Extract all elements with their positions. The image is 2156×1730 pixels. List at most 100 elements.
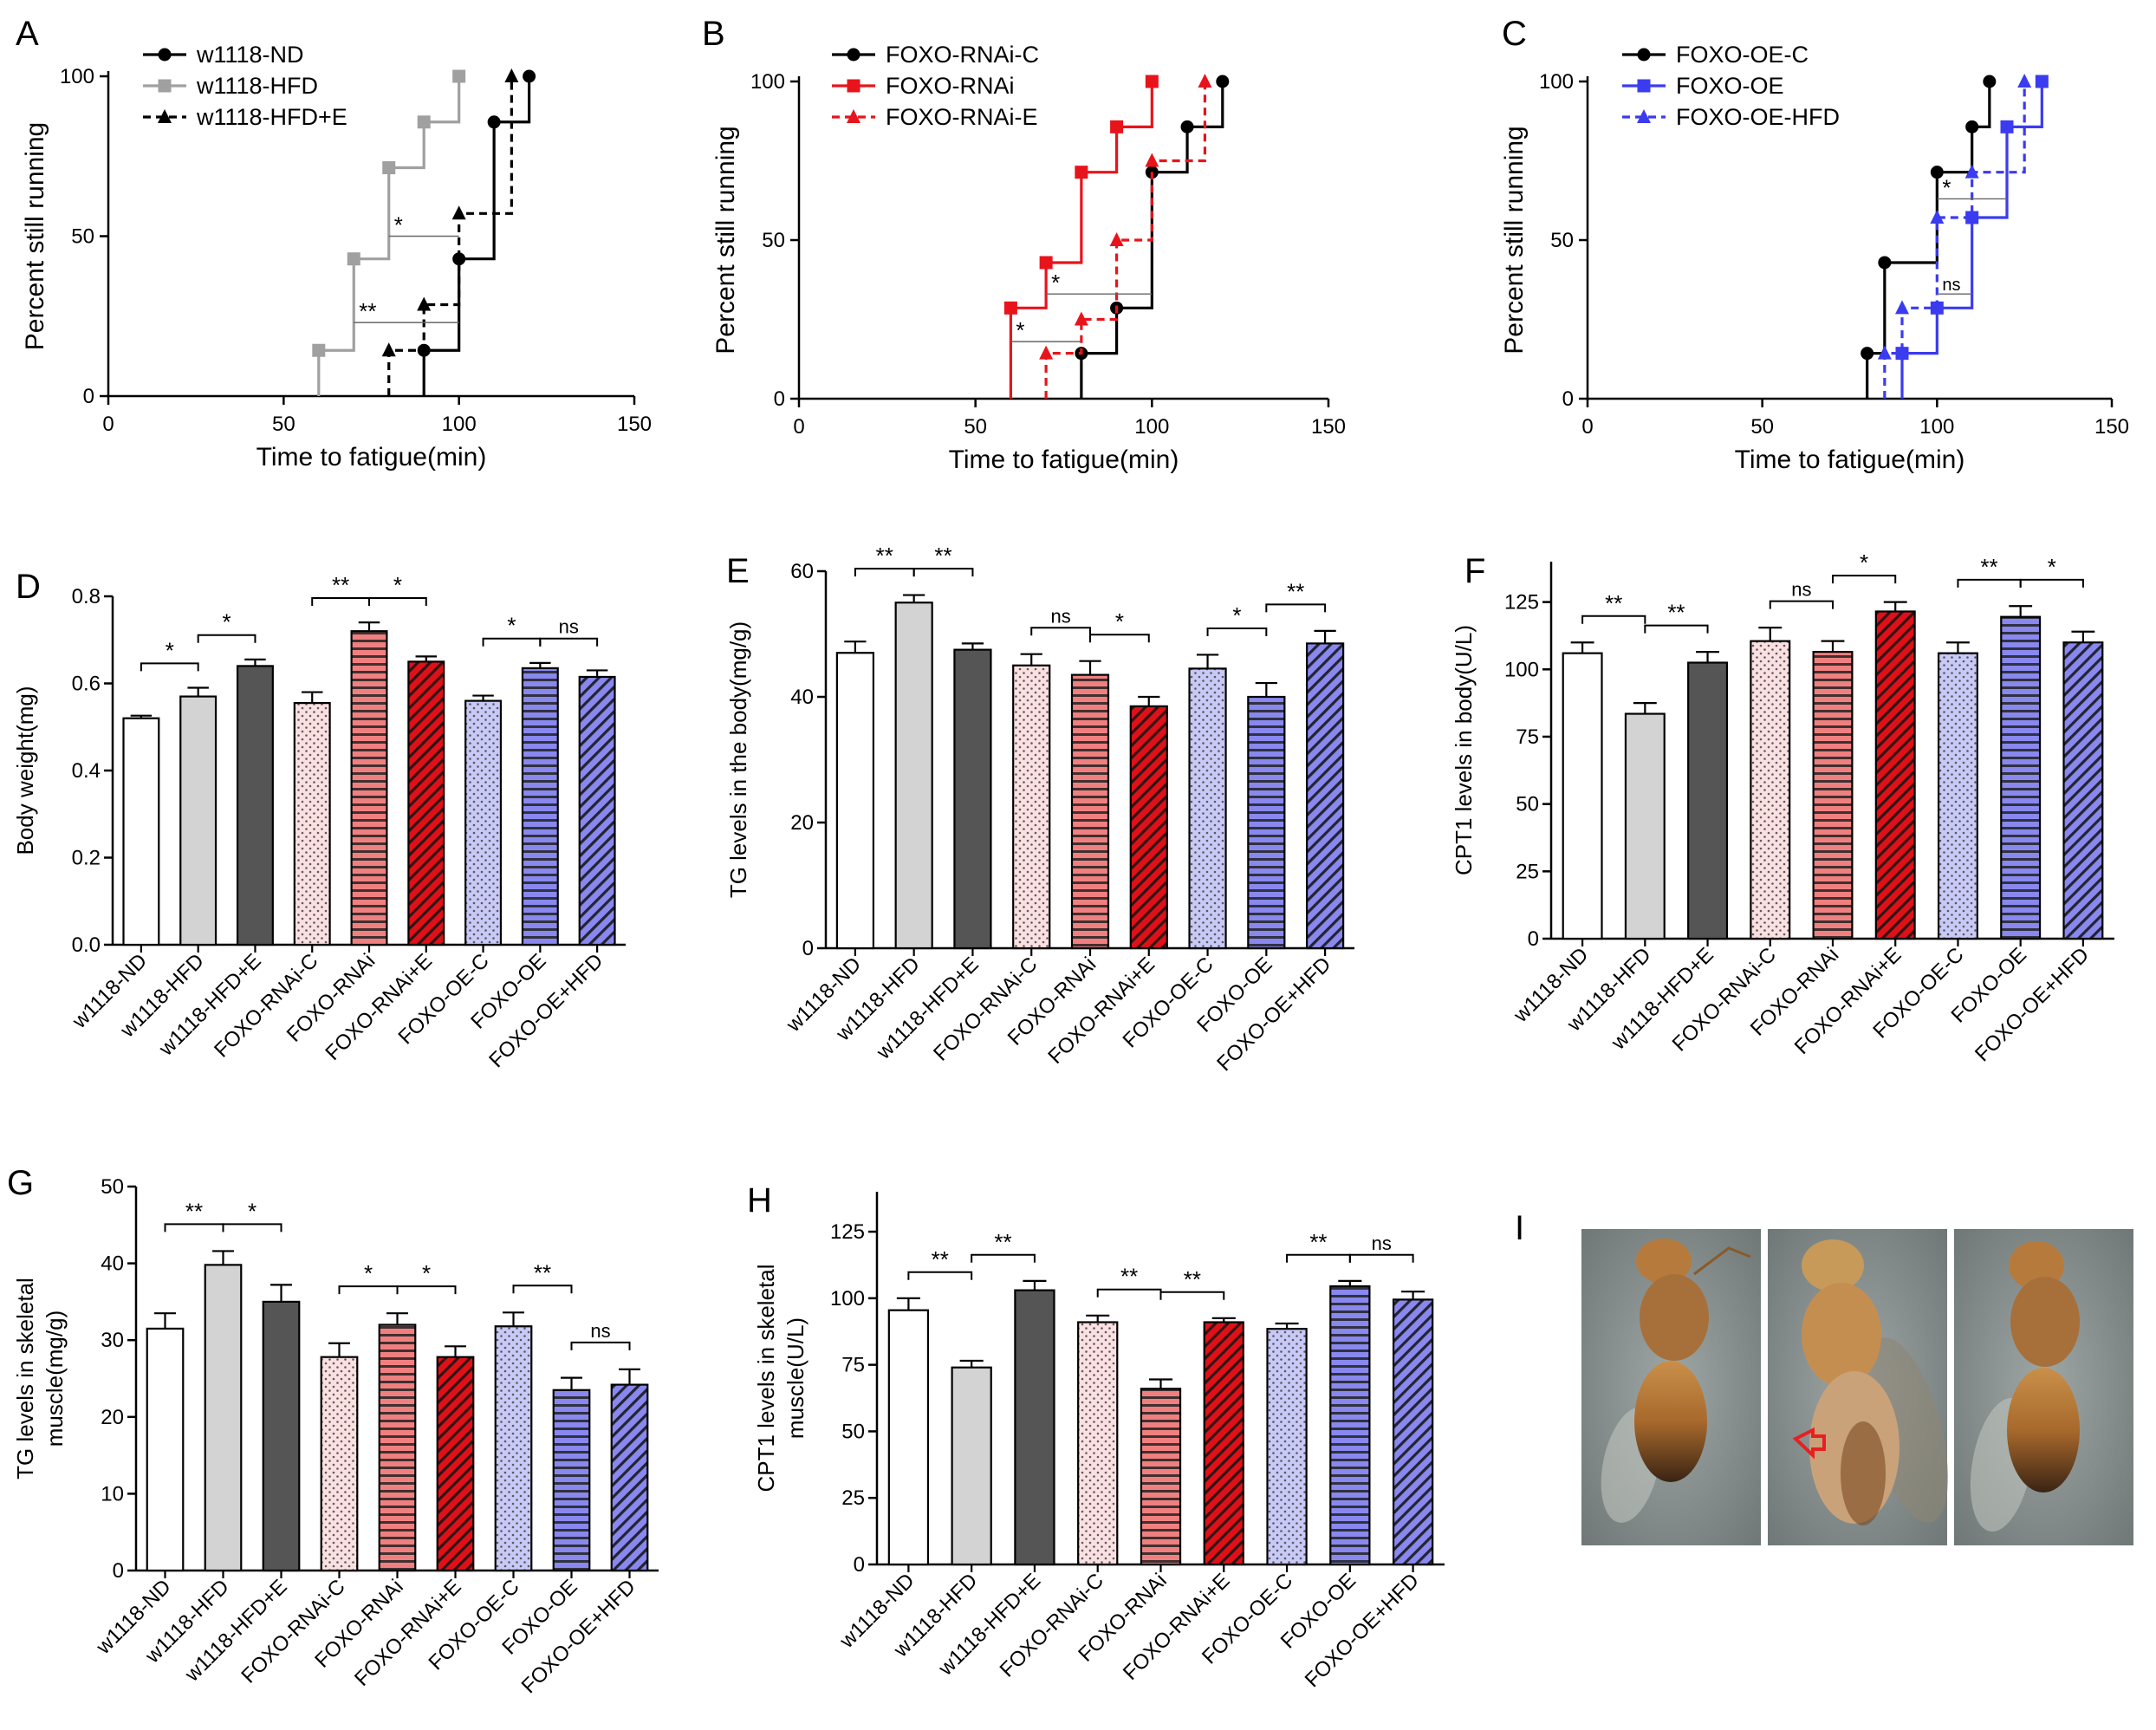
bar-pattern: [1307, 643, 1344, 948]
y-axis-title: CPT1 levels in skeletal: [753, 1265, 779, 1493]
x-tick-label: 100: [1134, 415, 1169, 439]
y-axis-title: Percent still running: [711, 126, 740, 354]
fly-photo-3: [1954, 1229, 2133, 1545]
bar-w1118-nd: [888, 1310, 928, 1564]
y-tick-label: 30: [101, 1329, 124, 1352]
significance-label: *: [394, 212, 403, 238]
y-tick-label: 50: [101, 1175, 124, 1199]
y-tick-label: 50: [1550, 229, 1574, 252]
x-tick-label: 50: [964, 415, 987, 439]
data-point-foxo-rnai-e: [1039, 345, 1054, 360]
significance-bracket: [1159, 1291, 1225, 1300]
significance-bracket: [570, 1341, 631, 1350]
bar-pattern: [321, 1356, 358, 1571]
y-tick-label: 0.0: [72, 933, 101, 957]
significance-label: *: [1860, 550, 1868, 576]
significance-label: *: [1115, 608, 1124, 634]
significance-bracket: [1096, 1288, 1162, 1298]
significance-bracket: [512, 1284, 573, 1294]
x-tick-label: w1118-HFD+E: [180, 1575, 292, 1687]
y-tick-label: 20: [101, 1406, 124, 1429]
significance-bracket: [1832, 575, 1897, 584]
bar-pattern: [1393, 1299, 1433, 1564]
bar-w1118-nd: [1562, 653, 1602, 939]
y-tick-label: 0: [113, 1559, 124, 1583]
significance-bracket: [2019, 578, 2084, 588]
y-tick-label: 0: [83, 385, 94, 408]
significance-label: *: [166, 637, 174, 663]
panel-label-f: F: [1464, 552, 1485, 590]
x-tick-label: FOXO-RNAi+E: [1043, 953, 1159, 1069]
bar-pattern: [1875, 611, 1915, 939]
significance-label: ns: [1050, 605, 1070, 627]
legend-marker: [847, 48, 860, 62]
survival-chart-a: 0 50 100 150 0 50 100 Time to fatigue(min) Perce…: [21, 42, 652, 472]
significance-label: **: [1120, 1264, 1138, 1290]
y-tick-label: 50: [71, 225, 94, 249]
bar-pattern: [1130, 706, 1167, 948]
significance-bracket: [1265, 603, 1327, 613]
survival-chart-b: 0 50 100 150 0 50 100 Time to fatigue(min) Perce…: [711, 42, 1346, 474]
significance-label: ns: [1791, 579, 1811, 601]
red-arrow-icon: [1792, 1427, 1826, 1460]
data-point-w1118-hfd: [452, 69, 466, 83]
significance-label: **: [932, 1246, 949, 1272]
series-line-foxo-oe-hfd: [1883, 81, 2026, 399]
series-line-w1118-hfd-e: [387, 76, 513, 396]
significance-label: *: [507, 613, 516, 639]
x-axis-title: Time to fatigue(min): [1735, 446, 1965, 474]
y-axis-title: TG levels in the body(mg/g): [725, 621, 751, 898]
y-tick-label: 0: [1528, 927, 1539, 951]
x-tick-label: 0: [102, 413, 114, 436]
significance-bracket: [482, 637, 542, 647]
y-axis-title: Body weight(mg): [12, 686, 38, 855]
y-tick-label: 25: [841, 1486, 865, 1510]
x-tick-label: FOXO-OE+HFD: [1971, 943, 2094, 1066]
bar-pattern: [1330, 1286, 1370, 1564]
y-tick-label: 50: [762, 229, 785, 252]
y-axis-title: muscle(mg/g): [42, 1311, 68, 1447]
significance-bracket: [854, 568, 915, 577]
data-point-w1118-hfd-e: [451, 205, 466, 220]
bar-pattern: [437, 1356, 474, 1571]
legend-marker: [847, 79, 860, 93]
significance-bracket: [1644, 624, 1709, 634]
data-point-foxo-rnai-e: [1198, 74, 1212, 88]
data-point-foxo-rnai: [1075, 166, 1088, 179]
data-point-foxo-rnai-e: [1109, 232, 1124, 246]
y-tick-label: 0: [802, 937, 814, 960]
x-tick-label: w1118-HFD+E: [154, 949, 266, 1061]
bar-pattern: [1071, 674, 1109, 948]
significance-bracket: [140, 662, 199, 672]
significance-label: **: [1184, 1266, 1201, 1292]
y-tick-label: 100: [1504, 658, 1539, 681]
x-tick-label: 50: [1750, 415, 1774, 439]
significance-bracket: [907, 1271, 973, 1280]
legend-label: FOXO-RNAi: [886, 73, 1015, 99]
y-tick-label: 100: [60, 65, 94, 88]
bar-w1118-hfd: [1625, 713, 1665, 939]
significance-bracket: [1089, 634, 1150, 643]
significance-label: **: [185, 1198, 203, 1224]
y-tick-label: 0.2: [72, 847, 101, 870]
data-point-foxo-rnai: [1110, 120, 1124, 133]
legend-label: FOXO-OE-HFD: [1676, 104, 1840, 130]
significance-label: *: [1942, 174, 1951, 200]
data-point-foxo-oe: [1895, 347, 1909, 361]
significance-label: *: [422, 1260, 431, 1286]
significance-bracket: [971, 1253, 1036, 1263]
bar-w1118-hfd: [895, 602, 932, 948]
y-axis-title: TG levels in skeletal: [12, 1278, 38, 1480]
significance-bracket: [1957, 578, 2022, 588]
y-tick-label: 100: [830, 1287, 865, 1311]
bar-chart-g: 0 10 20 30 40 50 TG levels in skeletal muscle(m…: [12, 1175, 659, 1698]
significance-label: **: [359, 298, 376, 324]
significance-label: ns: [1372, 1232, 1392, 1254]
legend-marker: [158, 79, 172, 93]
bar-pattern: [1078, 1322, 1118, 1564]
bar-pattern: [1938, 653, 1977, 939]
y-tick-label: 100: [1539, 70, 1574, 94]
x-tick-label: 150: [2094, 415, 2129, 439]
survival-chart-c: 0 50 100 150 0 50 100 Time to fatigue(min) Perce…: [1500, 42, 2129, 474]
